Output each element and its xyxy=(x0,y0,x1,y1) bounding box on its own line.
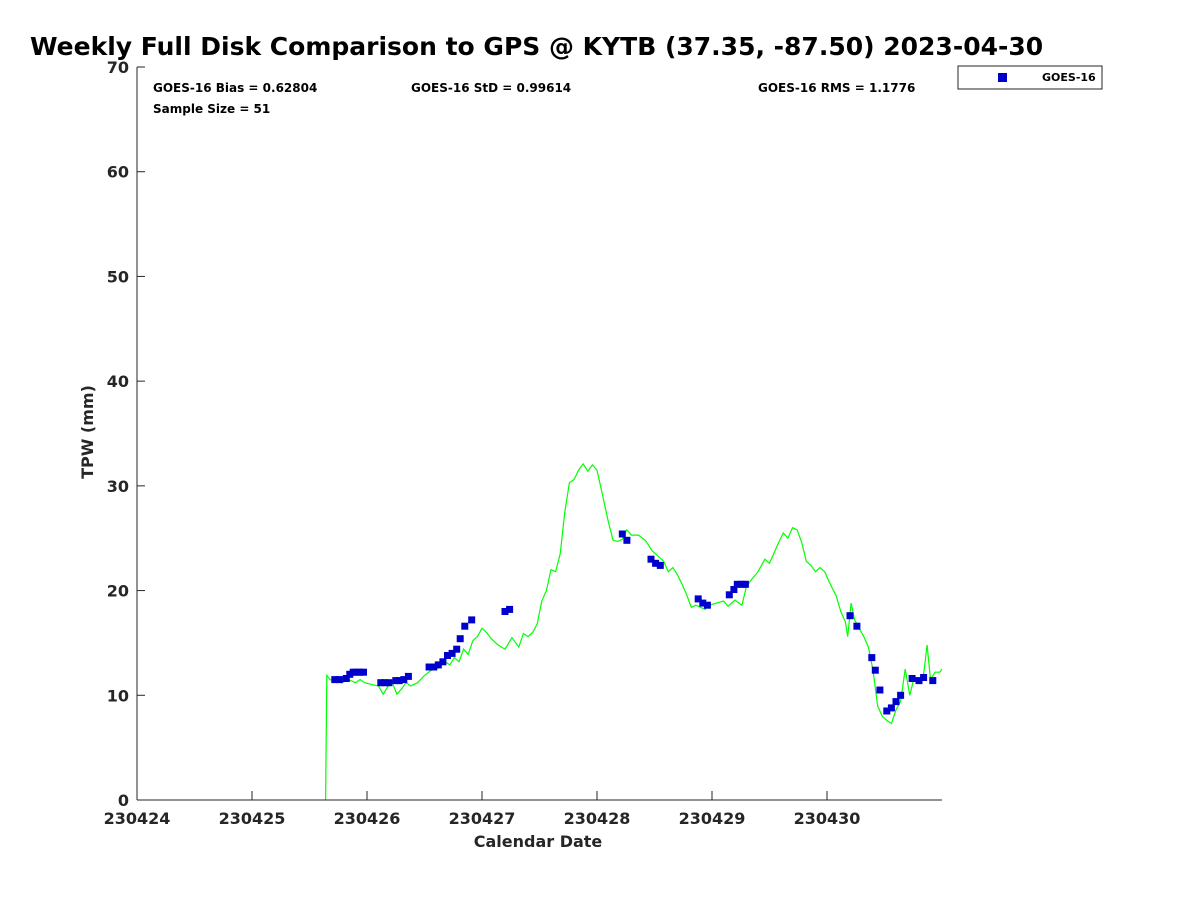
goes16-data-point xyxy=(461,622,469,630)
goes16-data-point xyxy=(506,605,514,613)
x-tick-label: 230429 xyxy=(679,809,746,828)
goes16-data-point xyxy=(380,679,388,687)
goes16-data-point xyxy=(335,676,343,684)
x-tick-group: 230424 230425 230426 230427 230428 230429 2304… xyxy=(104,791,861,828)
goes16-data-point xyxy=(871,666,879,674)
x-tick-label: 230430 xyxy=(794,809,861,828)
x-tick-label: 230424 xyxy=(104,809,171,828)
goes16-data-point xyxy=(915,677,923,685)
x-tick-label: 230427 xyxy=(449,809,516,828)
y-tick-label: 60 xyxy=(107,163,129,182)
plot-background xyxy=(137,67,942,800)
goes16-data-point xyxy=(694,595,702,603)
goes16-data-point xyxy=(434,661,442,669)
plot-area: 0 10 20 30 40 50 60 70 230424 230425 230426 230427… xyxy=(104,58,943,828)
goes16-data-point xyxy=(929,677,937,685)
goes16-data-point xyxy=(846,612,854,620)
goes16-data-point xyxy=(618,530,626,538)
goes16-data-point xyxy=(385,679,393,687)
legend-marker-goes16 xyxy=(998,73,1007,82)
y-axis-label: TPW (mm) xyxy=(78,385,97,479)
goes16-data-point xyxy=(868,654,876,662)
goes16-data-point xyxy=(400,676,408,684)
stat-rms: GOES-16 RMS = 1.1776 xyxy=(758,81,915,95)
goes16-data-point xyxy=(920,674,928,681)
goes16-data-point xyxy=(395,677,403,685)
goes16-data-point xyxy=(448,649,456,657)
goes16-data-point xyxy=(425,663,433,671)
goes16-data-point xyxy=(908,675,916,682)
chart-title: Weekly Full Disk Comparison to GPS @ KYT… xyxy=(30,32,1043,61)
legend-label-goes16: GOES-16 xyxy=(1042,71,1096,84)
goes16-data-point xyxy=(883,707,891,715)
legend-box xyxy=(957,65,1103,90)
goes16-data-point xyxy=(453,645,461,653)
y-tick-label: 10 xyxy=(107,686,129,705)
goes16-data-point xyxy=(897,691,905,699)
goes16-data-point xyxy=(725,591,733,599)
x-tick-label: 230425 xyxy=(219,809,286,828)
goes16-data-point xyxy=(501,608,509,615)
goes16-data-point xyxy=(887,704,895,712)
legend: GOES-16 xyxy=(957,65,1103,90)
goes16-data-point xyxy=(404,672,412,680)
goes16-data-point xyxy=(741,580,749,588)
goes16-data-point xyxy=(876,686,884,694)
goes16-data-point xyxy=(699,599,707,607)
y-tick-label: 70 xyxy=(107,58,129,77)
goes16-data-point xyxy=(733,580,741,588)
y-tick-label: 20 xyxy=(107,582,129,601)
y-tick-group: 0 10 20 30 40 50 60 70 xyxy=(107,58,145,810)
goes16-data-point xyxy=(331,676,339,684)
x-tick-label: 230428 xyxy=(564,809,631,828)
stat-std: GOES-16 StD = 0.99614 xyxy=(411,81,571,95)
goes16-data-point xyxy=(647,555,655,563)
goes16-data-point xyxy=(853,622,861,630)
goes16-data-point xyxy=(430,663,438,671)
y-tick-label: 30 xyxy=(107,477,129,496)
goes16-data-point xyxy=(730,586,738,593)
goes16-data-point xyxy=(439,658,447,666)
x-tick-label: 230426 xyxy=(334,809,401,828)
x-axis-label: Calendar Date xyxy=(474,832,603,851)
goes16-data-point xyxy=(703,601,711,609)
goes16-data-point xyxy=(656,561,664,569)
y-tick-label: 50 xyxy=(107,267,129,286)
goes16-data-point xyxy=(468,616,476,624)
goes16-data-point xyxy=(360,668,367,676)
goes16-data-point xyxy=(456,635,464,643)
goes16-data-point xyxy=(342,675,350,682)
goes16-data-point xyxy=(444,652,451,659)
goes16-marker-layer xyxy=(331,530,937,715)
stat-sample-size: Sample Size = 51 xyxy=(153,102,270,116)
goes16-data-point xyxy=(892,698,900,706)
y-tick-label: 0 xyxy=(118,791,129,810)
goes16-data-point xyxy=(623,536,631,544)
goes16-data-point xyxy=(652,559,660,567)
y-tick-label: 40 xyxy=(107,372,129,391)
stat-bias: GOES-16 Bias = 0.62804 xyxy=(153,81,317,95)
